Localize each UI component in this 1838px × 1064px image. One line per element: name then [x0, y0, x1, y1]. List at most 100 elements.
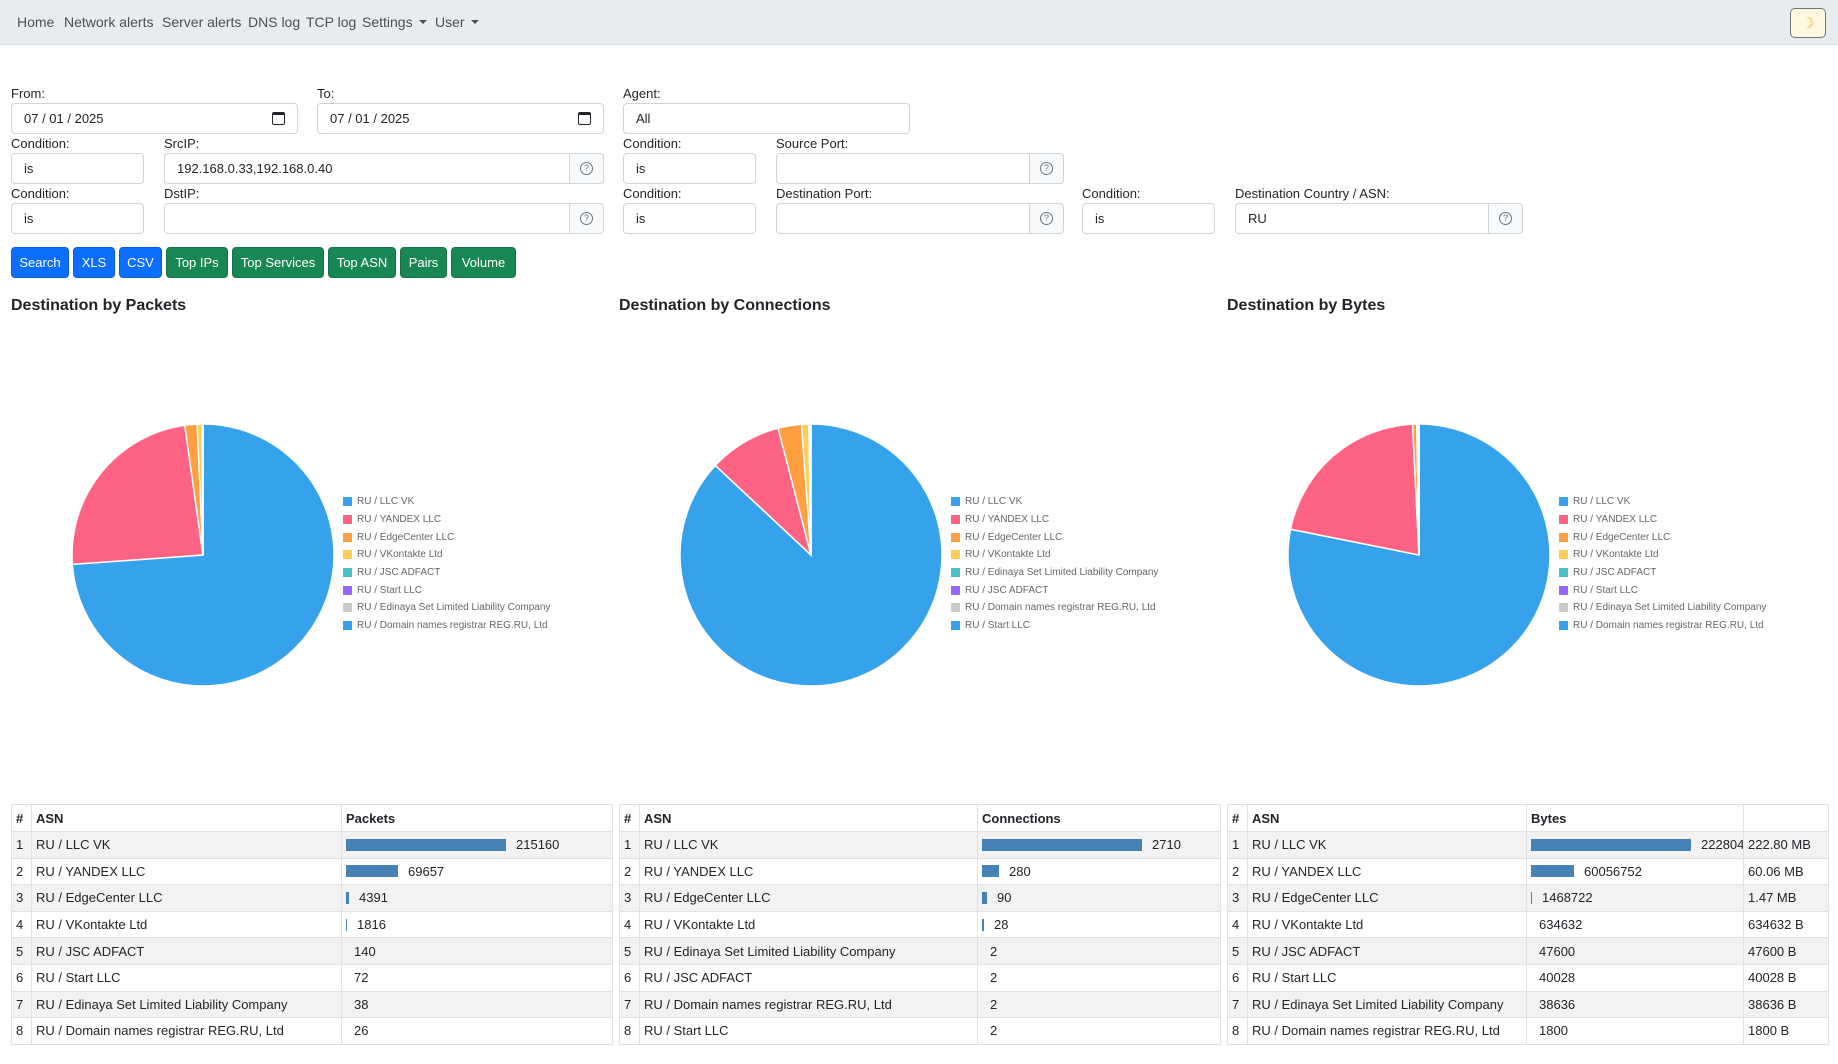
- calendar-icon[interactable]: [578, 112, 591, 125]
- table-row[interactable]: 2 RU / YANDEX LLC 60056752 60.06 MB: [1227, 857, 1829, 886]
- table-row[interactable]: 8 RU / Start LLC 2: [619, 1017, 1221, 1045]
- nav-settings-dropdown[interactable]: Settings: [362, 14, 427, 30]
- legend-item[interactable]: RU / LLC VK: [951, 493, 1158, 511]
- nav-home[interactable]: Home: [17, 14, 55, 30]
- dstip-input[interactable]: [164, 203, 570, 234]
- table-row[interactable]: 6 RU / JSC ADFACT 2: [619, 963, 1221, 992]
- table-row[interactable]: 1 RU / LLC VK 215160: [11, 831, 613, 859]
- table-row[interactable]: 5 RU / Edinaya Set Limited Liability Comp…: [619, 937, 1221, 965]
- calendar-icon[interactable]: [272, 112, 285, 125]
- table-row[interactable]: 1 RU / LLC VK 2710: [619, 831, 1221, 859]
- table-row[interactable]: 1RU / LLC VK 222804805222.80 MB: [1227, 831, 1829, 859]
- nav-network-alerts[interactable]: Network alerts: [64, 14, 154, 30]
- col-header-index[interactable]: #: [1227, 804, 1248, 832]
- nav-tcp-log[interactable]: TCP log: [306, 14, 357, 30]
- destination-port-input[interactable]: [776, 203, 1030, 234]
- table-row[interactable]: 6 RU / Start LLC 40028 40028 B: [1227, 963, 1829, 992]
- pairs-button[interactable]: Pairs: [400, 247, 447, 278]
- agent-select[interactable]: All: [623, 103, 910, 134]
- legend-item[interactable]: RU / Domain names registrar REG.RU, Ltd: [343, 617, 550, 635]
- legend-item[interactable]: RU / LLC VK: [1559, 493, 1766, 511]
- legend-item[interactable]: RU / JSC ADFACT: [343, 564, 550, 582]
- legend-item[interactable]: RU / VKontakte Ltd: [951, 546, 1158, 564]
- table-row[interactable]: 3 RU / EdgeCenter LLC 90: [619, 884, 1221, 912]
- srcip-help-button[interactable]: ?: [570, 153, 604, 184]
- table-row[interactable]: 2 RU / YANDEX LLC 69657: [11, 857, 613, 886]
- dstport-condition-select[interactable]: is: [623, 203, 756, 234]
- table-row[interactable]: 2 RU / YANDEX LLC 280: [619, 857, 1221, 886]
- table-row[interactable]: 4 RU / VKontakte Ltd 1816: [11, 910, 613, 939]
- pie-slice[interactable]: [1289, 423, 1420, 556]
- col-header-asn[interactable]: ASN: [1247, 804, 1527, 832]
- srcport-condition-select[interactable]: is: [623, 153, 756, 184]
- col-header-connections[interactable]: Connections: [977, 804, 1221, 832]
- col-header-asn[interactable]: ASN: [639, 804, 978, 832]
- table-row[interactable]: 6 RU / Start LLC 72: [11, 963, 613, 992]
- col-header-packets[interactable]: Packets: [341, 804, 613, 832]
- nav-dns-log[interactable]: DNS log: [248, 14, 301, 30]
- legend-item[interactable]: RU / VKontakte Ltd: [343, 546, 550, 564]
- src-condition-select[interactable]: is: [11, 153, 144, 184]
- legend-item[interactable]: RU / VKontakte Ltd: [1559, 546, 1766, 564]
- legend-item[interactable]: RU / JSC ADFACT: [1559, 564, 1766, 582]
- top-services-button[interactable]: Top Services: [232, 247, 324, 278]
- col-header-bytes[interactable]: Bytes: [1526, 804, 1744, 832]
- srcip-input[interactable]: 192.168.0.33,192.168.0.40: [164, 153, 570, 184]
- legend-item[interactable]: RU / Start LLC: [951, 617, 1158, 635]
- legend-item[interactable]: RU / Domain names registrar REG.RU, Ltd: [1559, 617, 1766, 635]
- table-row[interactable]: 7 RU / Edinaya Set Limited Liability Comp…: [11, 990, 613, 1019]
- legend-item[interactable]: RU / EdgeCenter LLC: [951, 528, 1158, 546]
- table-row[interactable]: 5 RU / JSC ADFACT 140: [11, 937, 613, 965]
- value-bar-wrap: 634632: [1531, 917, 1739, 932]
- pie-slice[interactable]: [71, 424, 204, 566]
- table-row[interactable]: 3 RU / EdgeCenter LLC 1468722 1.47 MB: [1227, 884, 1829, 912]
- destination-country-asn-input[interactable]: RU: [1235, 203, 1489, 234]
- country-condition-select[interactable]: is: [1082, 203, 1215, 234]
- table-row[interactable]: 7 RU / Domain names registrar REG.RU, Ltd…: [619, 990, 1221, 1019]
- source-port-help-button[interactable]: ?: [1030, 153, 1064, 184]
- col-header-index[interactable]: #: [619, 804, 640, 832]
- volume-button[interactable]: Volume: [451, 247, 516, 278]
- col-header-index[interactable]: #: [11, 804, 32, 832]
- to-date-input[interactable]: 07 / 01 / 2025: [317, 103, 604, 134]
- legend-item[interactable]: RU / YANDEX LLC: [343, 511, 550, 529]
- legend-item[interactable]: RU / YANDEX LLC: [1559, 511, 1766, 529]
- from-date-input[interactable]: 07 / 01 / 2025: [11, 103, 298, 134]
- nav-server-alerts[interactable]: Server alerts: [162, 14, 242, 30]
- legend-item[interactable]: RU / EdgeCenter LLC: [1559, 528, 1766, 546]
- legend-label: RU / Start LLC: [965, 620, 1031, 632]
- top-asn-button[interactable]: Top ASN: [328, 247, 396, 278]
- legend-item[interactable]: RU / JSC ADFACT: [951, 581, 1158, 599]
- legend-item[interactable]: RU / Edinaya Set Limited Liability Compa…: [1559, 599, 1766, 617]
- csv-button[interactable]: CSV: [119, 247, 162, 278]
- legend-item[interactable]: RU / Domain names registrar REG.RU, Ltd: [951, 599, 1158, 617]
- pie-slice[interactable]: [809, 423, 812, 556]
- theme-toggle-button[interactable]: ☽: [1790, 8, 1826, 38]
- destination-country-asn-help-button[interactable]: ?: [1489, 203, 1523, 234]
- nav-user-dropdown[interactable]: User: [435, 14, 479, 30]
- table-row[interactable]: 4 RU / VKontakte Ltd 634632 634632 B: [1227, 910, 1829, 939]
- table-row[interactable]: 3 RU / EdgeCenter LLC 4391: [11, 884, 613, 912]
- table-row[interactable]: 8 RU / Domain names registrar REG.RU, Ltd…: [11, 1017, 613, 1045]
- legend-item[interactable]: RU / LLC VK: [343, 493, 550, 511]
- country-condition-value: is: [1095, 211, 1105, 226]
- legend-item[interactable]: RU / Start LLC: [343, 581, 550, 599]
- dstip-help-button[interactable]: ?: [570, 203, 604, 234]
- legend-item[interactable]: RU / Edinaya Set Limited Liability Compa…: [343, 599, 550, 617]
- legend-item[interactable]: RU / EdgeCenter LLC: [343, 528, 550, 546]
- source-port-input[interactable]: [776, 153, 1030, 184]
- legend-item[interactable]: RU / Edinaya Set Limited Liability Compa…: [951, 564, 1158, 582]
- dst-condition-select[interactable]: is: [11, 203, 144, 234]
- xls-button[interactable]: XLS: [73, 247, 115, 278]
- destination-port-help-button[interactable]: ?: [1030, 203, 1064, 234]
- col-header-asn[interactable]: ASN: [31, 804, 342, 832]
- search-button[interactable]: Search: [11, 247, 69, 278]
- col-header-size: [1743, 804, 1829, 832]
- table-row[interactable]: 4 RU / VKontakte Ltd 28: [619, 910, 1221, 939]
- legend-item[interactable]: RU / YANDEX LLC: [951, 511, 1158, 529]
- top-ips-button[interactable]: Top IPs: [166, 247, 228, 278]
- table-row[interactable]: 5 RU / JSC ADFACT 47600 47600 B: [1227, 937, 1829, 965]
- table-row[interactable]: 8 RU / Domain names registrar REG.RU, Ltd…: [1227, 1017, 1829, 1045]
- table-row[interactable]: 7 RU / Edinaya Set Limited Liability Comp…: [1227, 990, 1829, 1019]
- legend-item[interactable]: RU / Start LLC: [1559, 581, 1766, 599]
